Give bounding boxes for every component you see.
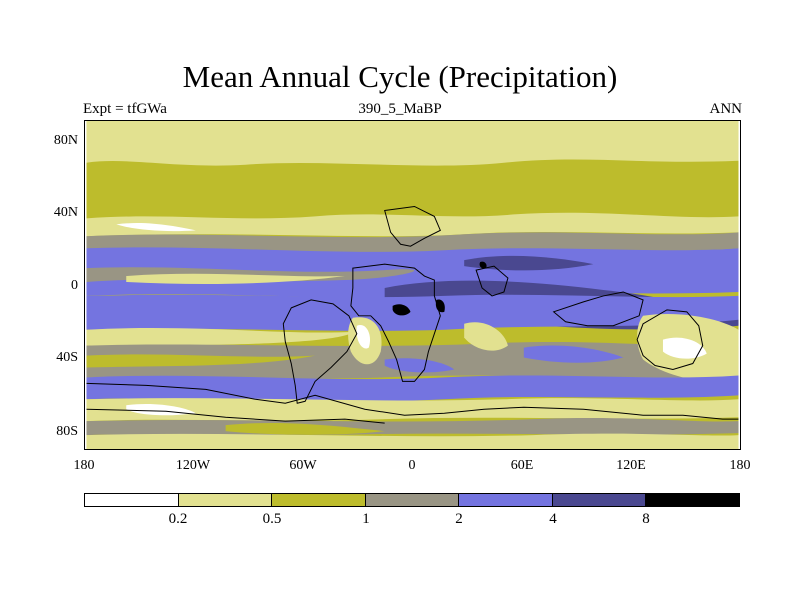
colorbar-swatch [552, 494, 647, 506]
fill-black-spot-3 [479, 261, 487, 269]
experiment-label: Expt = tfGWa [83, 101, 167, 117]
fill-pale-antarctic [86, 433, 739, 449]
fill-blue-s-atlantic [384, 358, 455, 373]
colorbar-level-label: 1 [362, 511, 370, 527]
colorbar [84, 493, 740, 507]
outline-arabia [475, 265, 509, 297]
fill-blue-storm-track [86, 375, 739, 402]
fill-pale-0 [126, 273, 345, 285]
lat-tick-label: 0 [71, 278, 78, 293]
lat-tick-label: 40N [53, 205, 78, 220]
fill-gray-north [86, 232, 739, 255]
colorbar-swatch [85, 494, 179, 506]
colorbar-swatch [365, 494, 460, 506]
colorbar-level-label: 8 [642, 511, 650, 527]
colorbar-level-label: 2 [455, 511, 463, 527]
lat-tick-label: 40S [56, 350, 78, 365]
fill-pale-south [86, 328, 355, 346]
fill-pale-60s [86, 398, 739, 422]
fill-navy-north-asia [464, 255, 594, 271]
fill-white-australia [662, 337, 707, 359]
lon-tick-label: 60W [289, 458, 317, 473]
fill-white-africa [356, 325, 371, 349]
colorbar-swatch [459, 494, 553, 506]
lon-tick-label: 0 [408, 458, 416, 473]
plot-title: Mean Annual Cycle (Precipitation) [182, 59, 618, 94]
fill-olive-south-pacific [86, 354, 316, 368]
outline-africa [350, 263, 441, 382]
outline-antarctic-coast [86, 408, 385, 424]
fill-blue-indian [523, 345, 624, 363]
fill-pale-south-america [464, 322, 508, 351]
outline-australia [636, 309, 704, 370]
lat-tick-label: 80S [56, 424, 78, 439]
colorbar-swatch [272, 494, 366, 506]
lon-tick-label: 180 [73, 458, 95, 473]
continent-outlines [86, 205, 739, 424]
outline-europe [384, 205, 441, 247]
colorbar-level-label: 0.5 [262, 511, 282, 527]
time-label: 390_5_MaBP [358, 101, 442, 117]
colorbar-swatch [646, 494, 740, 506]
colorbar-level-label: 4 [549, 511, 557, 527]
lat-tick-label: 80N [53, 133, 78, 148]
outline-south-america [282, 299, 358, 404]
fill-white-40n [116, 223, 196, 232]
fill-blue-itcz-north [86, 247, 739, 298]
outline-antarctica [86, 382, 739, 420]
fill-black-spot-1 [392, 304, 411, 316]
lon-tick-label: 120W [175, 458, 211, 473]
precipitation-map [84, 120, 741, 450]
contour-fills [86, 121, 739, 449]
lon-tick-label: 60E [510, 458, 534, 473]
lon-tick-label: 120E [616, 458, 646, 473]
fill-olive-antarctic [225, 423, 385, 435]
colorbar-level-label: 0.2 [168, 511, 188, 527]
colorbar-swatch [178, 494, 273, 506]
season-label: ANN [709, 101, 743, 117]
fill-pale-north [86, 121, 739, 166]
fill-blue-south [86, 294, 739, 331]
fill-pale-40n [86, 212, 739, 237]
lon-tick-label: 180 [729, 458, 751, 473]
outline-se-asia [552, 291, 644, 327]
